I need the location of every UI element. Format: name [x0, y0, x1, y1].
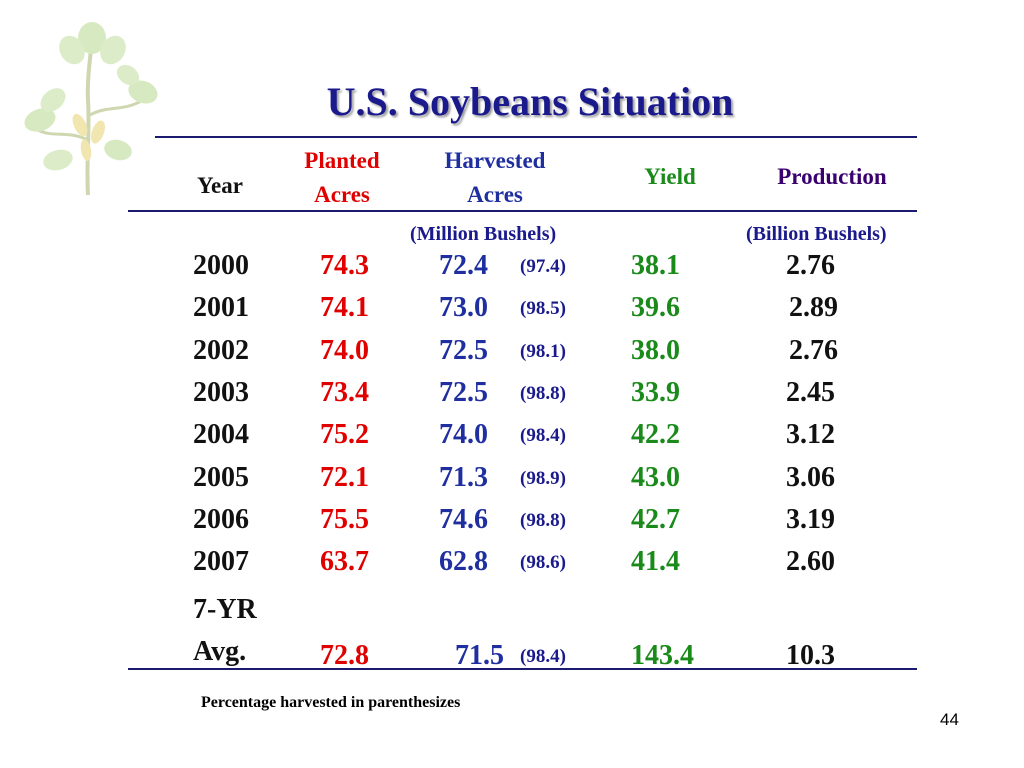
cell-yield: 43.0: [631, 461, 680, 493]
header-production: Production: [777, 164, 887, 189]
cell-harvested: 73.0: [439, 292, 488, 324]
cell-production: 2.76: [786, 250, 835, 281]
cell-year: 2005: [193, 461, 249, 493]
cell-year: 2003: [193, 376, 249, 408]
header-yield: Yield: [644, 164, 696, 189]
cell-production: 2.60: [786, 546, 835, 578]
cell-planted: 74.3: [320, 250, 369, 281]
cell-yield: 33.9: [631, 376, 680, 408]
cell-year: 2007: [193, 546, 249, 578]
cell-production: 2.89: [789, 292, 838, 324]
cell-harvested: 74.6: [439, 503, 488, 535]
avg-pct: (98.4): [520, 646, 566, 667]
footnote: Percentage harvested in parenthesizes: [201, 694, 461, 711]
avg-label-2: Avg.: [193, 636, 247, 667]
page-number: 44: [940, 710, 959, 729]
unit-billion: (Billion Bushels): [746, 223, 887, 245]
cell-pct: (98.1): [520, 340, 566, 362]
page-title: U.S. Soybeans Situation: [326, 79, 734, 124]
cell-yield: 42.2: [631, 419, 680, 451]
cell-pct: (98.8): [520, 509, 566, 531]
cell-planted: 63.7: [320, 546, 369, 578]
avg-planted: 72.8: [320, 640, 369, 671]
header-harvested: Harvested Acres: [420, 144, 570, 212]
cell-yield: 38.0: [631, 334, 680, 366]
cell-year: 2004: [193, 419, 249, 451]
cell-pct: (98.6): [520, 552, 566, 574]
soybean-plant-icon: [24, 22, 158, 196]
avg-harvested: 71.5: [455, 640, 504, 671]
cell-year: 2000: [193, 250, 249, 281]
header-year: Year: [197, 173, 243, 198]
cell-pct: (98.4): [520, 425, 566, 447]
avg-label-1: 7-YR: [193, 594, 257, 625]
cell-year: 2006: [193, 503, 249, 535]
unit-million: (Million Bushels): [410, 223, 557, 245]
cell-harvested: 74.0: [439, 419, 488, 451]
cell-harvested: 71.3: [439, 461, 488, 493]
cell-yield: 38.1: [631, 250, 680, 281]
cell-yield: 42.7: [631, 503, 680, 535]
cell-pct: (97.4): [520, 256, 566, 277]
header-harvested-line1: Harvested: [444, 148, 546, 173]
avg-production: 10.3: [786, 640, 835, 671]
cell-year: 2002: [193, 334, 249, 366]
cell-planted: 75.5: [320, 503, 369, 535]
cell-pct: (98.9): [520, 467, 566, 489]
cell-planted: 74.0: [320, 334, 369, 366]
cell-harvested: 62.8: [439, 546, 488, 578]
cell-production: 3.19: [786, 503, 835, 535]
cell-production: 3.06: [786, 461, 835, 493]
cell-planted: 75.2: [320, 419, 369, 451]
cell-harvested: 72.5: [439, 334, 488, 366]
header-planted-line2: Acres: [314, 182, 370, 207]
header-planted-line1: Planted: [304, 148, 380, 173]
cell-production: 3.12: [786, 419, 835, 451]
header-harvested-line2: Acres: [467, 182, 523, 207]
cell-planted: 73.4: [320, 376, 369, 408]
cell-pct: (98.8): [520, 382, 566, 404]
header-planted: Planted Acres: [282, 144, 402, 212]
cell-planted: 74.1: [320, 292, 369, 324]
cell-harvested: 72.4: [439, 250, 488, 281]
cell-pct: (98.5): [520, 298, 566, 320]
bottom-rule: [128, 668, 917, 670]
cell-planted: 72.1: [320, 461, 369, 493]
cell-production: 2.45: [786, 376, 835, 408]
header-rule: [128, 210, 917, 212]
top-rule: [155, 136, 917, 138]
avg-yield: 143.4: [631, 640, 694, 671]
cell-production: 2.76: [789, 334, 838, 366]
cell-yield: 39.6: [631, 292, 680, 324]
cell-year: 2001: [193, 292, 249, 324]
cell-harvested: 72.5: [439, 376, 488, 408]
cell-yield: 41.4: [631, 546, 680, 578]
